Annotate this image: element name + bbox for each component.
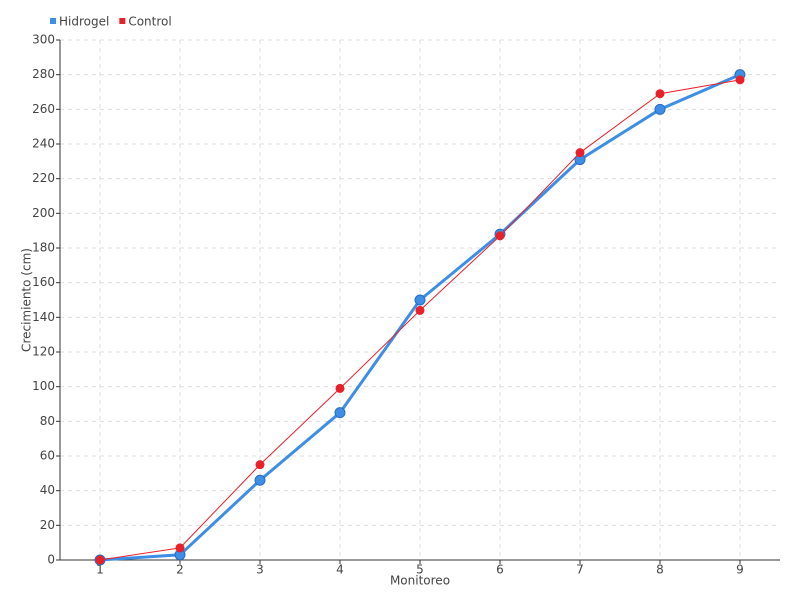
legend-label: Control — [128, 15, 171, 29]
x-tick-label: 4 — [336, 563, 344, 577]
data-point — [654, 103, 666, 115]
y-tick-label: 120 — [32, 345, 55, 359]
data-point — [735, 75, 745, 85]
y-tick-label: 160 — [32, 275, 55, 289]
data-point — [175, 543, 185, 553]
data-point — [254, 474, 266, 486]
data-point — [495, 231, 505, 241]
y-tick-label: 200 — [32, 206, 55, 220]
y-tick-label: 100 — [32, 379, 55, 393]
data-point — [255, 460, 265, 470]
data-point — [655, 89, 665, 99]
y-axis-label: Crecimiento (cm) — [20, 248, 34, 352]
x-tick-label: 1 — [96, 563, 104, 577]
x-tick-label: 5 — [416, 563, 424, 577]
y-tick-label: 20 — [40, 518, 55, 532]
x-tick-label: 2 — [176, 563, 184, 577]
x-tick-label: 7 — [576, 563, 584, 577]
legend-swatch — [119, 18, 126, 24]
y-tick-label: 80 — [40, 414, 55, 428]
y-tick-label: 240 — [32, 137, 55, 151]
data-point — [415, 305, 425, 315]
x-tick-label: 9 — [736, 563, 744, 577]
x-tick-label: 8 — [656, 563, 664, 577]
y-tick-label: 220 — [32, 171, 55, 185]
y-tick-label: 280 — [32, 67, 55, 81]
y-tick-label: 60 — [40, 449, 55, 463]
x-tick-label: 3 — [256, 563, 264, 577]
y-tick-label: 40 — [40, 483, 55, 497]
data-point — [414, 294, 426, 306]
y-tick-label: 260 — [32, 102, 55, 116]
y-tick-label: 0 — [47, 553, 55, 567]
data-point — [335, 383, 345, 393]
legend-swatch — [50, 18, 56, 24]
legend-label: Hidrogel — [59, 15, 109, 29]
data-point — [575, 148, 585, 158]
x-axis-label: Monitoreo — [390, 574, 450, 588]
data-point — [95, 555, 105, 565]
data-point — [334, 407, 346, 419]
y-tick-label: 140 — [32, 310, 55, 324]
x-tick-label: 6 — [496, 563, 504, 577]
y-tick-label: 300 — [32, 33, 55, 47]
series-line — [99, 79, 741, 561]
y-tick-label: 180 — [32, 241, 55, 255]
